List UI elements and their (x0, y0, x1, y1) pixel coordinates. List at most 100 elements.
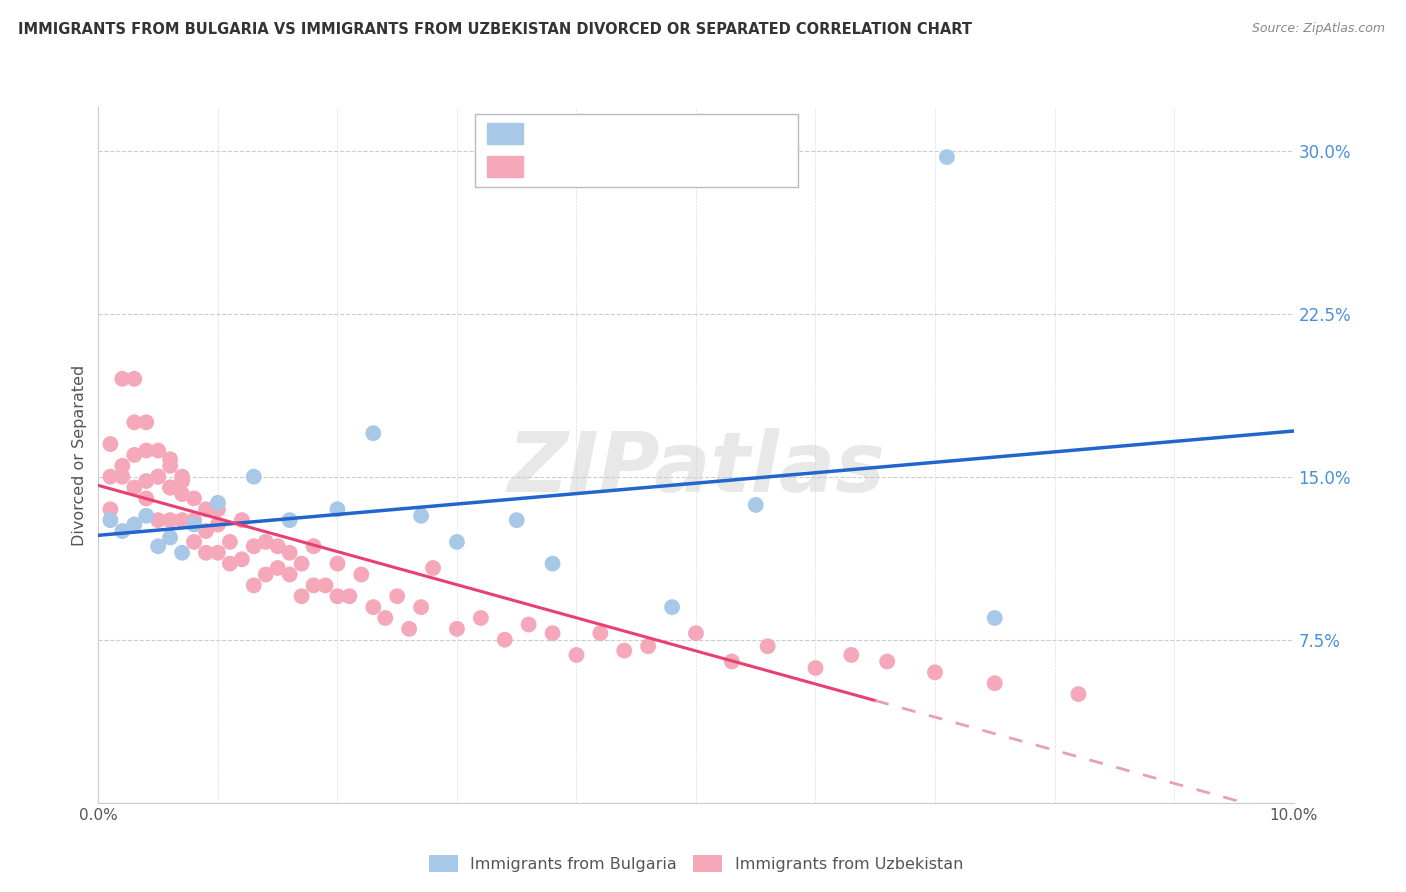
Text: 20: 20 (709, 124, 733, 143)
Point (194, 546, 218, 560)
Point (219, 557, 242, 571)
Point (124, 448, 146, 462)
Point (159, 481, 181, 495)
Point (172, 469, 194, 483)
Point (148, 539, 170, 553)
Point (254, 567, 277, 582)
Point (841, 648, 863, 662)
Point (243, 469, 266, 483)
Point (172, 513, 194, 527)
Point (721, 655, 744, 669)
Point (243, 578, 266, 592)
Point (98, 437, 122, 451)
Point (411, 600, 433, 615)
Point (148, 469, 170, 483)
Text: IMMIGRANTS FROM BULGARIA VS IMMIGRANTS FROM UZBEKISTAN DIVORCED OR SEPARATED COR: IMMIGRANTS FROM BULGARIA VS IMMIGRANTS F… (18, 22, 973, 37)
Text: N =: N = (658, 124, 695, 143)
Point (983, 676, 1005, 690)
Point (685, 626, 707, 640)
Point (111, 458, 134, 473)
Point (411, 508, 433, 523)
Point (231, 552, 253, 566)
Text: -0.233: -0.233 (582, 157, 643, 175)
Point (135, 491, 157, 506)
Point (219, 535, 242, 549)
Point (267, 539, 290, 553)
Point (207, 517, 229, 532)
Point (589, 626, 612, 640)
Point (446, 535, 468, 549)
Text: Source: ZipAtlas.com: Source: ZipAtlas.com (1251, 22, 1385, 36)
Point (278, 567, 301, 582)
Point (183, 513, 205, 527)
Point (278, 546, 301, 560)
Point (290, 557, 312, 571)
Point (494, 632, 516, 647)
Y-axis label: Divorced or Separated: Divorced or Separated (72, 364, 87, 546)
Point (422, 561, 444, 575)
Point (159, 452, 181, 467)
Point (159, 481, 181, 495)
Point (290, 589, 312, 603)
Point (148, 443, 170, 458)
Point (159, 458, 181, 473)
Point (804, 661, 827, 675)
Point (756, 639, 779, 653)
Point (135, 474, 157, 488)
Point (183, 517, 205, 532)
Point (135, 443, 157, 458)
Point (148, 469, 170, 483)
Text: ZIPatlas: ZIPatlas (508, 428, 884, 509)
Point (983, 611, 1005, 625)
Point (302, 539, 325, 553)
Point (363, 600, 385, 615)
Point (231, 513, 253, 527)
Legend: Immigrants from Bulgaria, Immigrants from Uzbekistan: Immigrants from Bulgaria, Immigrants fro… (423, 849, 969, 879)
Point (326, 502, 349, 516)
Point (135, 508, 157, 523)
Point (446, 622, 468, 636)
Point (637, 639, 659, 653)
Point (936, 150, 959, 164)
Point (207, 502, 229, 516)
Point (183, 491, 205, 506)
Point (374, 611, 396, 625)
Point (326, 589, 349, 603)
Point (98, 513, 122, 527)
Point (661, 600, 683, 615)
Point (159, 513, 181, 527)
Point (278, 513, 301, 527)
Point (172, 474, 194, 488)
Point (350, 567, 373, 582)
Point (267, 561, 290, 575)
Point (135, 415, 157, 429)
Point (124, 415, 146, 429)
Point (565, 648, 588, 662)
Point (363, 426, 385, 441)
Point (302, 578, 325, 592)
Point (385, 589, 409, 603)
Point (148, 513, 170, 527)
Point (207, 496, 229, 510)
Point (98, 502, 122, 516)
Point (339, 589, 360, 603)
Bar (486, 156, 523, 177)
Point (194, 502, 218, 516)
Point (506, 513, 529, 527)
Point (315, 578, 337, 592)
Bar (475, 114, 797, 187)
Point (326, 557, 349, 571)
Point (541, 557, 564, 571)
Text: 0.384: 0.384 (582, 124, 636, 143)
Point (243, 539, 266, 553)
Bar (486, 123, 523, 144)
Point (111, 524, 134, 538)
Point (541, 626, 564, 640)
Point (183, 535, 205, 549)
Point (876, 655, 898, 669)
Point (398, 622, 420, 636)
Point (124, 481, 146, 495)
Point (98, 469, 122, 483)
Point (254, 535, 277, 549)
Point (1067, 687, 1090, 701)
